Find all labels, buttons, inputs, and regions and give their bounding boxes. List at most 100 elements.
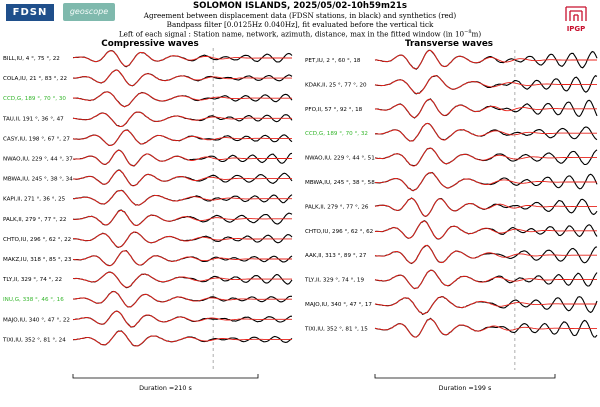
station-row: NWAO,IU, 229 °, 44 °, 51 xyxy=(305,147,598,167)
panel-compressive: Compressive waves BILL,IU, 4 °, 75 °, 22 C… xyxy=(2,39,293,392)
station-label: MAJO,IU, 340 °, 47 °, 22 xyxy=(3,317,70,323)
synthetic-trace xyxy=(374,50,597,70)
synthetic-trace xyxy=(72,111,292,128)
synthetic-trace xyxy=(374,172,597,191)
station-row: CASY,IU, 198 °, 67 °, 27 xyxy=(3,129,293,146)
synthetic-trace xyxy=(72,129,292,146)
station-row: KDAK,II, 25 °, 77 °, 20 xyxy=(305,74,598,95)
station-label: TLY,II, 329 °, 74 °, 22 xyxy=(2,277,62,283)
label-explanation-unit: m) xyxy=(471,29,482,39)
synthetic-trace xyxy=(374,75,597,95)
station-row: TIXI,IU, 352 °, 81 °, 24 xyxy=(2,330,293,347)
synthetic-trace xyxy=(374,147,597,167)
station-label: CHTO,IU, 296 °, 62 °, 22 xyxy=(3,237,71,243)
station-label: MAJO,IU, 340 °, 47 °, 17 xyxy=(305,302,372,308)
station-row: TIXI,IU, 352 °, 81 °, 15 xyxy=(304,317,598,338)
label-explanation-text: Left of each signal : Station name, netw… xyxy=(118,29,465,39)
station-label: AAK,II, 313 °, 89 °, 27 xyxy=(305,253,367,259)
station-label: BILL,IU, 4 °, 75 °, 22 xyxy=(3,56,60,62)
ipgp-logo: IPGP xyxy=(560,3,592,37)
station-row: TLY,II, 329 °, 74 °, 22 xyxy=(2,271,293,289)
station-label: CCD,G, 189 °, 70 °, 30 xyxy=(3,96,66,102)
station-label: TAU,II, 191 °, 36 °, 47 xyxy=(2,116,64,122)
station-row: PFO,II, 57 °, 92 °, 18 xyxy=(305,98,598,119)
data-trace xyxy=(72,209,293,226)
figure-title: SOLOMON ISLANDS, 2025/05/02-10h59m21s xyxy=(192,1,408,11)
station-label: COLA,IU, 21 °, 83 °, 22 xyxy=(3,76,67,82)
station-label: KAPI,II, 271 °, 36 °, 25 xyxy=(3,197,66,203)
station-row: PET,IU, 2 °, 60 °, 18 xyxy=(305,49,598,70)
station-row: TLY,II, 329 °, 74 °, 19 xyxy=(304,269,598,290)
data-trace xyxy=(374,220,598,240)
synthetic-trace xyxy=(72,189,292,206)
station-label: MBWA,IU, 245 °, 38 °, 58 xyxy=(305,180,375,186)
synthetic-trace xyxy=(374,122,597,142)
station-label: TIXI,IU, 352 °, 81 °, 15 xyxy=(304,326,368,332)
synthetic-trace xyxy=(374,244,597,264)
synthetic-trace xyxy=(374,318,597,338)
label-explanation: Left of each signal : Station name, netw… xyxy=(0,29,600,38)
station-row: MAJO,IU, 340 °, 47 °, 17 xyxy=(305,296,598,315)
data-trace xyxy=(374,122,598,142)
synthetic-trace xyxy=(72,231,292,248)
station-row: PALK,II, 279 °, 77 °, 22 xyxy=(3,209,293,226)
synthetic-trace xyxy=(72,310,292,328)
station-row: COLA,IU, 21 °, 83 °, 22 xyxy=(3,69,293,87)
synthetic-trace xyxy=(374,197,597,217)
panel-title: Transverse waves xyxy=(405,39,493,49)
synthetic-trace xyxy=(72,149,292,167)
station-row: INU,G, 338 °, 46 °, 16 xyxy=(3,290,292,308)
data-trace xyxy=(374,244,598,265)
station-row: NWAO,IU, 229 °, 44 °, 37 xyxy=(3,149,293,167)
synthetic-trace xyxy=(72,91,292,107)
synthetic-trace xyxy=(374,98,597,118)
station-row: TAU,II, 191 °, 36 °, 47 xyxy=(2,111,293,128)
synthetic-trace xyxy=(73,271,292,288)
station-label: PALK,II, 279 °, 77 °, 22 xyxy=(3,217,66,223)
station-label: PET,IU, 2 °, 60 °, 18 xyxy=(305,58,361,64)
synthetic-trace xyxy=(73,209,292,226)
station-row: BILL,IU, 4 °, 75 °, 22 xyxy=(3,50,293,68)
station-row: MBWA,IU, 245 °, 38 °, 34 xyxy=(3,169,293,187)
synthetic-trace xyxy=(72,330,292,347)
duration-bracket xyxy=(72,374,259,379)
station-label: PALK,II, 279 °, 77 °, 26 xyxy=(305,204,369,210)
station-row: MAJO,IU, 340 °, 47 °, 22 xyxy=(3,310,293,328)
duration-label: Duration =199 s xyxy=(439,384,492,392)
station-row: KAPI,II, 271 °, 36 °, 25 xyxy=(3,189,293,206)
data-trace xyxy=(72,50,293,68)
figure-header: FDSN geoscope IPGP SOLOMON ISLANDS, 2025… xyxy=(0,0,600,40)
station-label: TIXI,IU, 352 °, 81 °, 24 xyxy=(2,337,66,343)
synthetic-trace xyxy=(72,291,292,308)
synthetic-trace xyxy=(374,296,597,315)
data-trace xyxy=(72,91,293,108)
synthetic-trace xyxy=(72,69,292,87)
station-label: NWAO,IU, 229 °, 44 °, 51 xyxy=(305,156,375,162)
station-label: TLY,II, 329 °, 74 °, 19 xyxy=(304,278,364,284)
duration-label: Duration =210 s xyxy=(139,384,192,392)
fdsn-logo: FDSN xyxy=(6,4,54,21)
label-explanation-exponent: −8 xyxy=(464,29,472,35)
data-trace xyxy=(374,296,598,315)
synthetic-trace xyxy=(374,220,597,240)
synthetic-trace xyxy=(374,269,597,289)
ipgp-emblem-icon xyxy=(565,6,587,21)
filter-line: Bandpass filter [0.0125Hz 0.040Hz], fit … xyxy=(166,20,434,29)
station-row: CHTO,IU, 296 °, 62 °, 22 xyxy=(3,231,293,248)
panel-transverse: Transverse waves PET,IU, 2 °, 60 °, 18 KDA… xyxy=(304,39,598,392)
synthetic-trace xyxy=(73,169,292,187)
station-label: CHTO,IU, 296 °, 62 °, 62 xyxy=(305,229,373,235)
station-row: MBWA,IU, 245 °, 38 °, 58 xyxy=(305,171,598,192)
station-row: MAKZ,IU, 318 °, 85 °, 23 xyxy=(3,249,293,267)
station-label: MBWA,IU, 245 °, 38 °, 34 xyxy=(3,177,73,183)
station-label: PFO,II, 57 °, 92 °, 18 xyxy=(305,107,363,113)
station-row: CCD,G, 189 °, 70 °, 30 xyxy=(3,91,293,108)
station-row: PALK,II, 279 °, 77 °, 26 xyxy=(305,197,598,217)
legend-line: Agreement between displacement data (FDS… xyxy=(143,11,457,20)
station-label: NWAO,IU, 229 °, 44 °, 37 xyxy=(3,157,73,163)
ipgp-logo-label: IPGP xyxy=(566,25,586,33)
synthetic-trace xyxy=(72,250,292,267)
duration-bracket xyxy=(374,374,556,379)
geoscope-logo: geoscope xyxy=(63,3,115,21)
station-label: CCD,G, 189 °, 70 °, 32 xyxy=(305,131,368,137)
